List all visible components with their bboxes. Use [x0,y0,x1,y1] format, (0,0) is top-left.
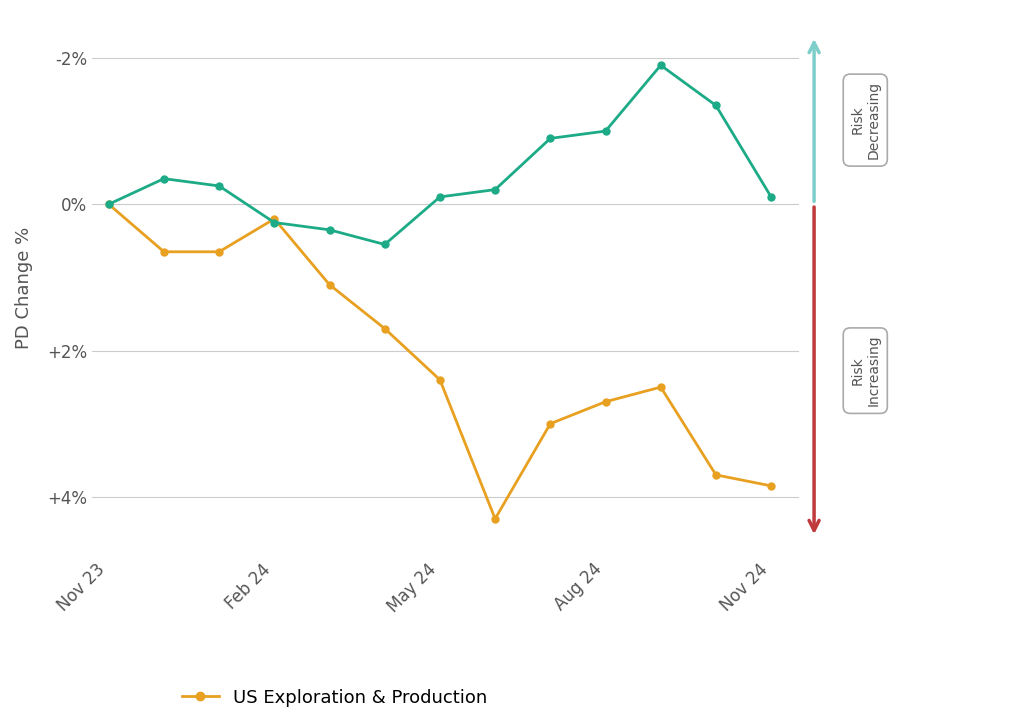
US Oil Equipment, Services & Distribution [158,174,170,183]
US Exploration & Production [324,281,336,289]
US Oil Equipment, Services & Distribution [379,240,391,248]
US Exploration & Production [268,214,281,223]
US Oil Equipment, Services & Distribution [765,193,777,201]
US Exploration & Production [599,397,611,406]
US Exploration & Production [379,325,391,333]
US Exploration & Production [489,515,502,523]
Legend: US Exploration & Production, US Oil Equipment, Services & Distribution: US Exploration & Production, US Oil Equi… [175,682,616,712]
US Oil Equipment, Services & Distribution [102,200,115,209]
US Oil Equipment, Services & Distribution [544,134,556,142]
US Oil Equipment, Services & Distribution [434,193,446,201]
US Oil Equipment, Services & Distribution [324,226,336,234]
US Exploration & Production [102,200,115,209]
Text: Risk
Decreasing: Risk Decreasing [850,81,881,159]
US Oil Equipment, Services & Distribution [213,182,225,190]
US Oil Equipment, Services & Distribution [599,127,611,135]
Line: US Oil Equipment, Services & Distribution: US Oil Equipment, Services & Distributio… [105,62,774,248]
US Exploration & Production [213,248,225,256]
Text: Risk
Increasing: Risk Increasing [850,335,881,407]
US Exploration & Production [710,471,722,479]
Line: US Exploration & Production: US Exploration & Production [105,201,774,523]
US Exploration & Production [544,419,556,428]
US Oil Equipment, Services & Distribution [710,101,722,110]
US Oil Equipment, Services & Distribution [268,219,281,227]
US Exploration & Production [765,481,777,490]
US Oil Equipment, Services & Distribution [489,185,502,194]
Y-axis label: PD Change %: PD Change % [15,227,34,350]
US Exploration & Production [434,375,446,384]
US Oil Equipment, Services & Distribution [654,61,667,70]
US Exploration & Production [654,383,667,392]
US Exploration & Production [158,248,170,256]
